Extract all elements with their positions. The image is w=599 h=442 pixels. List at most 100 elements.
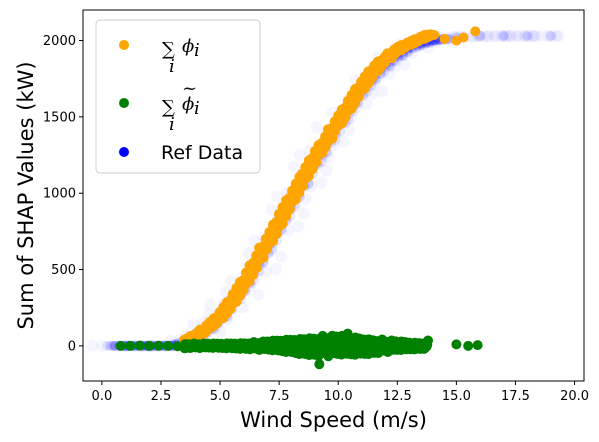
ref-halo-point: [252, 288, 265, 301]
ref-halo-point: [505, 29, 518, 42]
y-tick-label: 1000: [43, 187, 76, 202]
shap-tilde-sum-point: [181, 340, 192, 351]
ref-halo-point: [288, 160, 301, 173]
shap-tilde-sum-point: [309, 334, 320, 345]
ref-halo-point: [522, 29, 535, 42]
shap-sum-point: [439, 34, 450, 45]
ref-data-point: [522, 30, 533, 41]
shap-tilde-sum-points: [115, 328, 483, 370]
x-tick-label: 2.5: [151, 389, 172, 404]
shap-sum-point: [269, 224, 280, 235]
shap-tilde-sum-point: [361, 334, 372, 345]
ref-halo-point: [535, 29, 548, 42]
ref-data-point: [105, 340, 116, 351]
ref-halo-point: [293, 148, 306, 161]
shap-tilde-sum-point: [451, 339, 462, 350]
shap-tilde-sum-point: [352, 344, 363, 355]
ref-halo-point: [343, 124, 356, 137]
plot-frame: [82, 9, 585, 382]
shap-tilde-sum-point: [472, 340, 483, 351]
ref-halo-point: [552, 29, 565, 42]
shap-tilde-sum-point: [238, 339, 249, 350]
ref-data-point: [106, 340, 117, 351]
ref-halo-point: [421, 41, 434, 54]
legend-label-ref-data: Ref Data: [161, 142, 243, 164]
shap-tilde-sum-point: [250, 338, 261, 349]
shap-sum-point: [205, 319, 216, 330]
shap-sum-point: [382, 52, 393, 63]
ref-halo-point: [542, 29, 555, 42]
shap-tilde-sum-point: [226, 341, 237, 352]
legend-sum-symbol: ∑: [162, 97, 175, 118]
shap-sum-points: [179, 26, 481, 345]
shap-sum-point: [226, 296, 237, 307]
ref-data-point: [102, 340, 113, 351]
legend-entry-shap-sum: ∑ i ϕ i: [119, 36, 200, 77]
shap-sum-point: [347, 95, 358, 106]
legend-phi-tilde: ϕ: [182, 94, 194, 115]
shap-sum-point: [319, 139, 330, 150]
ref-halo-point: [518, 29, 531, 42]
legend-marker-shap-sum: [119, 40, 129, 50]
shap-sum-point: [255, 249, 266, 260]
shap-sum-point: [248, 263, 259, 274]
shap-tilde-sum-point: [282, 346, 293, 357]
shap-tilde-sum-point: [297, 335, 308, 346]
y-tick-label: 1500: [43, 110, 76, 125]
shap-sum-point: [326, 127, 337, 138]
x-tick-label: 5.0: [210, 389, 231, 404]
shap-sum-point: [368, 66, 379, 77]
ref-halo-point: [269, 262, 282, 275]
ref-halo-point: [550, 29, 563, 42]
ref-halo-point: [398, 58, 411, 71]
shap-sum-point: [212, 313, 223, 324]
shap-sum-point: [276, 211, 287, 222]
shap-tilde-sum-point: [215, 340, 226, 351]
shap-sum-point: [283, 198, 294, 209]
ref-halo-point: [292, 220, 305, 233]
shap-sum-point: [470, 26, 481, 37]
x-tick-label: 7.5: [269, 389, 290, 404]
ref-halo-point: [529, 29, 542, 42]
shap-tilde-sum-point: [321, 333, 332, 344]
legend-marker-ref-data: [119, 147, 129, 157]
ref-halo-point: [482, 30, 495, 43]
shap-tilde-sum-point: [423, 335, 434, 346]
shap-sum-point: [361, 75, 372, 86]
legend-sum-symbol: ∑: [162, 39, 175, 60]
shap-tilde-sum-point: [323, 351, 334, 362]
shap-tilde-sum-point: [333, 336, 344, 347]
ref-halo-point: [310, 121, 323, 134]
ref-halo-point: [383, 67, 396, 80]
y-tick-label: 0: [68, 339, 76, 354]
shap-tilde-sum-point: [134, 340, 145, 351]
shap-tilde-sum-point: [163, 340, 174, 351]
shap-sum-point: [333, 116, 344, 127]
ref-data-point: [498, 30, 509, 41]
ref-halo-point: [500, 29, 513, 42]
ref-halo-point: [337, 135, 350, 148]
shap-sum-point: [389, 46, 400, 57]
legend-entry-ref-data: Ref Data: [119, 142, 243, 164]
shap-sum-point: [458, 32, 469, 43]
ref-halo-point: [259, 266, 272, 279]
shap-tilde-sum-point: [203, 341, 214, 352]
shap-tilde-sum-point: [274, 337, 285, 348]
ref-halo-point: [366, 88, 379, 101]
ref-halo-point: [388, 60, 401, 73]
legend-marker-shap-tilde-sum: [119, 98, 129, 108]
shap-tilde-sum-point: [191, 340, 202, 351]
shap-tilde-sum-point: [380, 338, 391, 349]
ref-halo-point: [495, 29, 508, 42]
shap-sum-point: [304, 162, 315, 173]
legend-box: [95, 19, 261, 174]
legend-phi-subscript: i: [194, 40, 200, 61]
shap-sum-point: [233, 285, 244, 296]
ref-halo-point: [510, 29, 523, 42]
shap-sum-point: [241, 275, 252, 286]
legend-phi-tilde-subscript: i: [194, 98, 200, 119]
legend-sum-subscript: i: [169, 56, 175, 77]
shap-tilde-sum-point: [314, 359, 325, 370]
ref-halo-point: [320, 164, 333, 177]
x-tick-label: 12.5: [383, 389, 412, 404]
